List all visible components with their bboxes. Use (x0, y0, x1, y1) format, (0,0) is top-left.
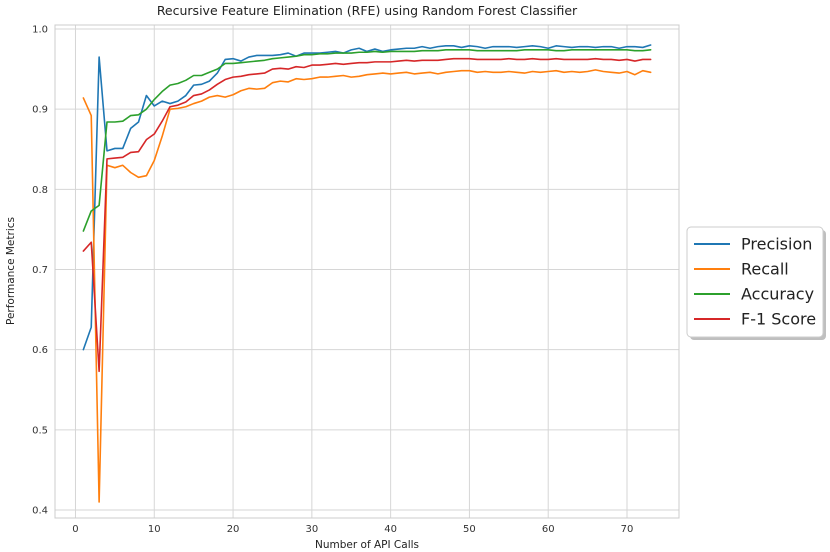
plot-border (54, 24, 680, 519)
series-line-precision (82, 44, 652, 351)
y-tick-label: 0.6 (32, 345, 48, 356)
y-tick-label: 0.7 (32, 265, 48, 276)
y-tick-label: 0.9 (32, 105, 48, 116)
chart-title: Recursive Feature Elimination (RFE) usin… (157, 3, 578, 18)
x-tick-label: 0 (72, 524, 78, 535)
y-tick-label: 0.5 (32, 425, 48, 436)
x-axis-label: Number of API Calls (315, 539, 419, 551)
legend: Precision Recall Accuracy F-1 Score (686, 226, 826, 340)
plot-frame (54, 24, 680, 519)
y-axis-label: Performance Metrics (5, 217, 17, 325)
legend-label-recall: Recall (741, 260, 789, 279)
grid-lines (55, 25, 679, 518)
x-tick-label: 60 (542, 524, 555, 535)
x-tick-labels: 0 10 20 30 40 50 60 70 (72, 524, 633, 535)
legend-box (686, 226, 824, 338)
x-tick-label: 30 (305, 524, 318, 535)
x-tick-label: 70 (621, 524, 634, 535)
x-tick-label: 40 (384, 524, 397, 535)
x-tick-label: 10 (148, 524, 161, 535)
x-tick-label: 20 (227, 524, 240, 535)
y-tick-label: 0.4 (32, 505, 48, 516)
series-line-recall (82, 69, 652, 503)
series-lines (82, 44, 652, 503)
y-tick-label: 0.8 (32, 185, 48, 196)
legend-label-accuracy: Accuracy (741, 285, 814, 304)
x-tick-label: 50 (463, 524, 476, 535)
series-line-accuracy (82, 49, 652, 232)
series-line-f-1-score (82, 57, 652, 373)
legend-label-precision: Precision (741, 235, 812, 254)
y-tick-labels: 0.4 0.5 0.6 0.7 0.8 0.9 1.0 (32, 25, 48, 517)
legend-label-f-1-score: F-1 Score (741, 310, 816, 329)
y-tick-label: 1.0 (32, 25, 48, 36)
